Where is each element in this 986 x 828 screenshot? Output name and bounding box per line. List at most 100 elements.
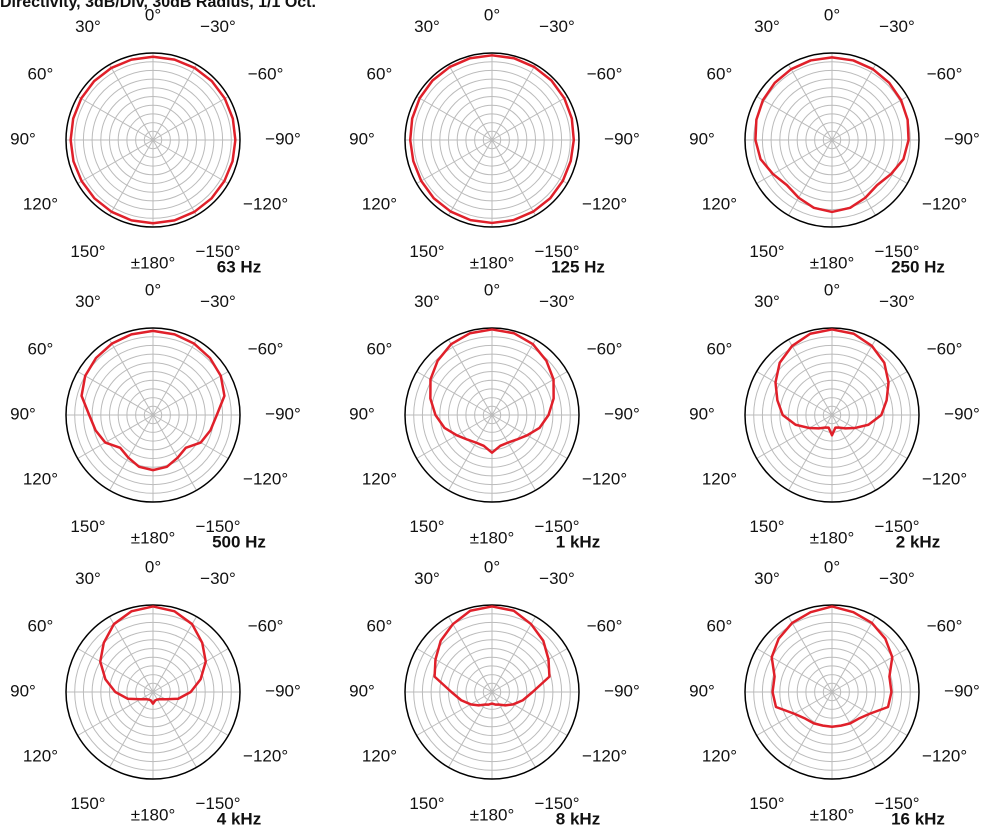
- theta-tick-label: −30°: [200, 569, 236, 588]
- theta-tick-label: 30°: [754, 292, 780, 311]
- theta-tick-label: 0°: [824, 5, 840, 24]
- theta-tick-label: 120°: [702, 469, 737, 488]
- grid-spoke: [831, 139, 876, 216]
- theta-tick-label: −120°: [243, 469, 288, 488]
- grid-spoke: [109, 339, 154, 416]
- outer-ring: [404, 52, 580, 228]
- grid-spoke: [788, 339, 833, 416]
- theta-tick-label: −90°: [604, 129, 640, 148]
- theta-tick-label: 90°: [349, 129, 375, 148]
- grid-spoke: [788, 691, 833, 768]
- grid-spoke: [491, 691, 568, 736]
- theta-tick-label: −90°: [944, 129, 980, 148]
- theta-tick-label: ±180°: [810, 805, 855, 824]
- theta-tick-label: ±180°: [470, 805, 515, 824]
- grid-spoke: [448, 139, 493, 216]
- theta-tick-label: 30°: [75, 569, 101, 588]
- theta-tick-label: −120°: [922, 469, 967, 488]
- theta-tick-label: 120°: [362, 469, 397, 488]
- theta-tick-label: 30°: [414, 292, 440, 311]
- theta-tick-label: 150°: [749, 794, 784, 813]
- theta-tick-label: 60°: [367, 616, 393, 635]
- theta-tick-label: ±180°: [470, 253, 515, 272]
- theta-tick-label: 60°: [28, 339, 54, 358]
- grid-spoke: [416, 139, 493, 184]
- grid-spoke: [831, 64, 876, 141]
- grid-spoke: [831, 139, 908, 184]
- grid-spoke: [491, 414, 536, 491]
- directivity-curve: [80, 329, 226, 472]
- theta-tick-label: −30°: [200, 17, 236, 36]
- grid-spoke: [152, 414, 197, 491]
- directivity-curve: [99, 605, 207, 705]
- grid-spoke: [152, 64, 197, 141]
- outer-ring: [744, 604, 920, 780]
- theta-tick-label: −60°: [248, 64, 284, 83]
- grid-spoke: [831, 648, 908, 693]
- theta-tick-label: 60°: [28, 616, 54, 635]
- plot-title: 250 Hz: [891, 257, 945, 276]
- outer-ring: [404, 327, 580, 503]
- theta-tick-label: 60°: [367, 339, 393, 358]
- theta-tick-label: −150°: [534, 242, 579, 261]
- grid-spoke: [109, 616, 154, 693]
- grid-spoke: [491, 616, 536, 693]
- grid-spoke: [152, 414, 229, 459]
- theta-tick-label: −150°: [534, 517, 579, 536]
- theta-tick-label: 90°: [10, 681, 36, 700]
- theta-tick-label: 0°: [145, 5, 161, 24]
- grid-spoke: [152, 96, 229, 141]
- theta-tick-label: 150°: [749, 242, 784, 261]
- theta-tick-label: −90°: [944, 681, 980, 700]
- grid-spoke: [152, 139, 197, 216]
- grid-spoke: [756, 648, 833, 693]
- grid-spoke: [491, 371, 568, 416]
- theta-tick-label: −90°: [604, 681, 640, 700]
- grid-spoke: [491, 339, 536, 416]
- theta-tick-label: −60°: [927, 64, 963, 83]
- theta-tick-label: 0°: [824, 557, 840, 576]
- theta-tick-label: 30°: [754, 569, 780, 588]
- theta-tick-label: 30°: [754, 17, 780, 36]
- grid-spoke: [756, 414, 833, 459]
- outer-ring: [65, 604, 241, 780]
- plot-title: 16 kHz: [891, 809, 945, 828]
- grid-spoke: [491, 414, 568, 459]
- theta-tick-label: −150°: [195, 517, 240, 536]
- theta-tick-label: 60°: [28, 64, 54, 83]
- theta-tick-label: −90°: [265, 404, 301, 423]
- theta-tick-label: 30°: [75, 17, 101, 36]
- outer-ring: [404, 604, 580, 780]
- grid-spoke: [491, 96, 568, 141]
- grid-spoke: [448, 414, 493, 491]
- theta-tick-label: 90°: [10, 404, 36, 423]
- grid-spoke: [152, 339, 197, 416]
- outer-ring: [65, 327, 241, 503]
- theta-tick-label: 90°: [689, 404, 715, 423]
- grid-spoke: [416, 414, 493, 459]
- grid-spoke: [491, 139, 568, 184]
- theta-tick-label: −120°: [582, 469, 627, 488]
- grid-spoke: [491, 139, 536, 216]
- grid-spoke: [152, 648, 229, 693]
- theta-tick-label: 120°: [362, 746, 397, 765]
- theta-tick-label: 120°: [23, 746, 58, 765]
- theta-tick-label: −30°: [200, 292, 236, 311]
- theta-tick-label: 30°: [75, 292, 101, 311]
- theta-tick-label: −150°: [195, 242, 240, 261]
- grid-spoke: [416, 691, 493, 736]
- theta-tick-label: −120°: [243, 194, 288, 213]
- plot-title: 4 kHz: [217, 809, 261, 828]
- plot-title: 125 Hz: [551, 257, 605, 276]
- theta-tick-label: −90°: [265, 681, 301, 700]
- grid-spoke: [788, 414, 833, 491]
- directivity-curve: [754, 56, 910, 214]
- grid-spoke: [416, 371, 493, 416]
- theta-tick-label: 90°: [689, 681, 715, 700]
- directivity-curve: [408, 54, 576, 225]
- plot-title: 1 kHz: [556, 532, 600, 551]
- theta-tick-label: 0°: [484, 280, 500, 299]
- outer-ring: [744, 327, 920, 503]
- theta-tick-label: 60°: [707, 64, 733, 83]
